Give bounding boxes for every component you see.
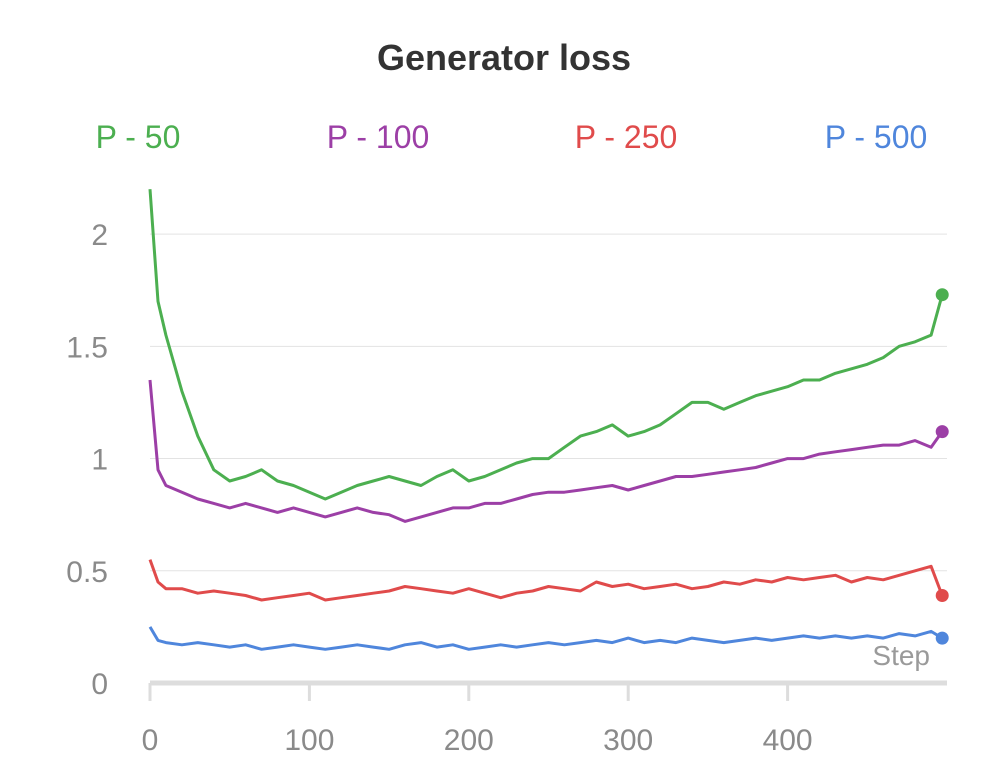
x-tick-label: 100 [284, 724, 334, 757]
series-end-marker-4 [935, 631, 949, 645]
series-line-1 [148, 189, 944, 501]
legend-entry-3: P - 250 [575, 119, 678, 155]
legend-entry-4: P - 500 [825, 119, 928, 155]
x-axis: 0 100 200 300 400 [142, 680, 947, 757]
series-lines [148, 189, 944, 651]
series-line-2 [148, 379, 944, 523]
series-end-marker-2 [935, 425, 949, 439]
series-end-marker-1 [935, 288, 949, 302]
y-axis-ticks: 0 0.5 1 1.5 2 [66, 219, 108, 701]
chart-title: Generator loss [377, 37, 631, 78]
y-tick-label: 1.5 [66, 331, 108, 364]
x-tick-label: 0 [142, 724, 159, 757]
x-tick-label: 400 [763, 724, 813, 757]
series-line-3 [148, 559, 944, 602]
grid-lines [150, 233, 947, 572]
x-axis-label: Step [872, 640, 930, 671]
y-tick-label: 2 [91, 219, 108, 252]
legend-entry-1: P - 50 [96, 119, 181, 155]
y-tick-label: 0.5 [66, 556, 108, 589]
x-tick-label: 200 [444, 724, 494, 757]
x-tick-label: 300 [603, 724, 653, 757]
y-tick-label: 1 [91, 444, 108, 477]
legend: P - 50 P - 100 P - 250 P - 500 [96, 119, 928, 155]
series-end-marker-3 [935, 588, 949, 602]
end-markers [935, 288, 949, 645]
series-line-4 [148, 626, 943, 651]
legend-entry-2: P - 100 [327, 119, 430, 155]
y-tick-label: 0 [91, 668, 108, 701]
